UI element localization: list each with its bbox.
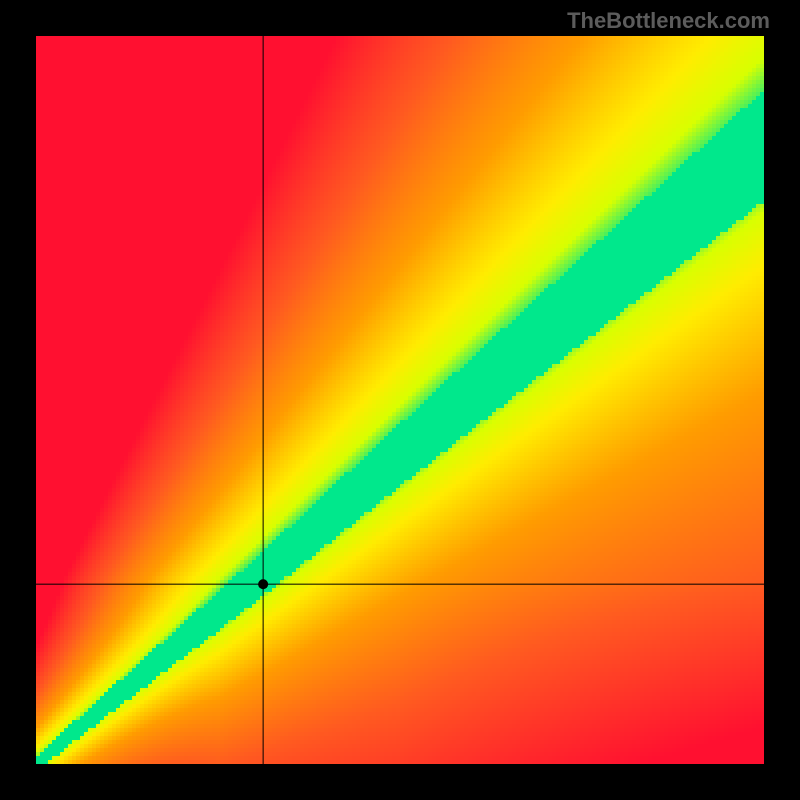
watermark-text: TheBottleneck.com [567,8,770,34]
heatmap-canvas [36,36,764,764]
chart-frame: TheBottleneck.com [0,0,800,800]
heatmap-plot [36,36,764,764]
